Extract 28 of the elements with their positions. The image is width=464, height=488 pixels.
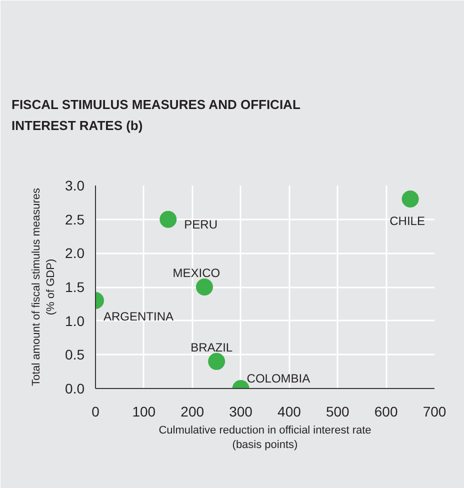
y-tick-label: 2.5 [65, 211, 85, 228]
y-tick-label: 2.0 [65, 245, 85, 262]
x-tick-label: 400 [278, 404, 302, 420]
x-tick-label: 300 [229, 404, 253, 420]
x-tick-label: 500 [326, 404, 350, 420]
point [208, 352, 226, 370]
annotation: COLOMBIA [246, 372, 310, 386]
point [402, 190, 419, 208]
annotation: PERU [184, 217, 218, 232]
annotation: CHILE [390, 214, 425, 228]
y-tick-label: 0.5 [65, 346, 85, 363]
annotation: BRAZIL [190, 340, 233, 354]
y-tick-label: 0.0 [65, 380, 85, 396]
chart-title: FISCAL STIMULUS MEASURES AND OFFICIAL INTEREST RATES (b) [12, 97, 300, 133]
annotation: MEXICO [172, 266, 220, 280]
annotation: ARGENTINA [104, 310, 174, 324]
y-tick-label: 3.0 [65, 178, 85, 194]
x-tick-label: 200 [180, 404, 204, 420]
y-tick-label: 1.0 [65, 312, 85, 329]
y-axis-title: Total amount of fiscal stimulus measures (% of GDP) [30, 187, 58, 386]
point [196, 278, 213, 296]
x-tick-label: 700 [422, 404, 446, 420]
x-tick-label: 0 [92, 404, 100, 420]
x-axis-title: Culmulative reduction in official interest rate (basis points) [158, 424, 372, 451]
y-tick-label: 1.5 [65, 279, 85, 295]
x-tick-label: 100 [132, 404, 156, 420]
x-tick-label: 600 [374, 404, 398, 420]
point [160, 210, 177, 228]
